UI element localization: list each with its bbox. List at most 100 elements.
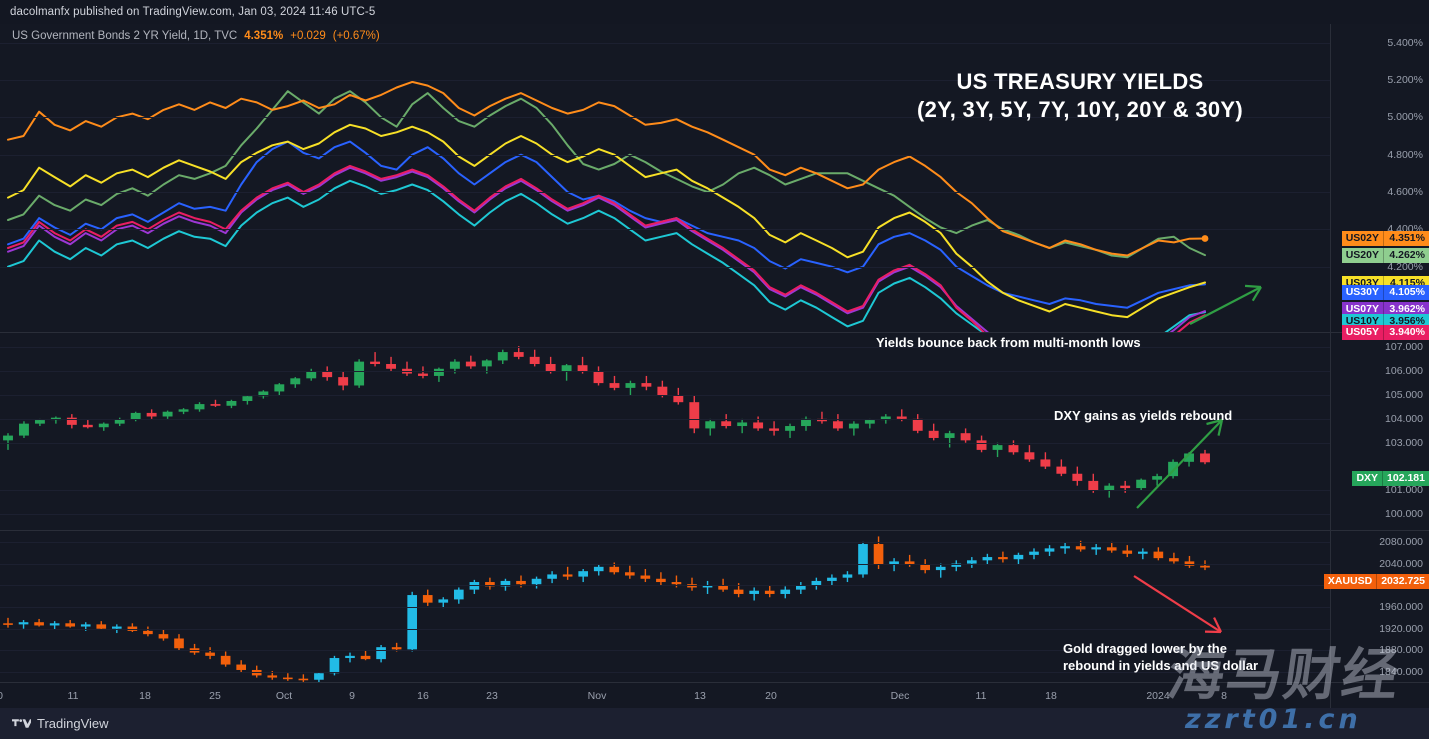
candle-body — [705, 421, 716, 429]
candle-body — [721, 421, 732, 427]
gridline — [0, 155, 1330, 156]
gridline — [0, 490, 1330, 491]
candle-body — [625, 383, 636, 388]
candle-body — [98, 423, 109, 428]
yields-plot-area[interactable] — [0, 24, 1330, 332]
time-axis-tick: 18 — [139, 690, 151, 702]
candle-body — [1060, 546, 1070, 549]
candle-body — [753, 422, 764, 429]
candle-body — [842, 574, 853, 578]
candle-body — [158, 634, 169, 639]
candle-body — [306, 371, 317, 379]
candle-body — [1013, 554, 1024, 560]
time-axis-tick: 25 — [209, 690, 221, 702]
candle-body — [1029, 551, 1039, 555]
candle-body — [780, 589, 791, 594]
price-tag-dxy[interactable]: DXY 102.181 — [1352, 471, 1429, 486]
candle-body — [998, 557, 1008, 560]
candle-body — [497, 352, 508, 361]
time-axis-tick: 11 — [67, 690, 79, 702]
candle-body — [671, 582, 682, 585]
dxy-price-axis[interactable]: 107.000 106.000 105.000 104.000 103.000 101.0… — [1330, 333, 1429, 530]
candle-body — [481, 360, 492, 367]
candle-body — [880, 416, 891, 421]
candle-body — [3, 623, 13, 625]
price-axis-tick: 105.000 — [1385, 389, 1423, 402]
candle-body — [951, 563, 962, 567]
candle-body — [516, 580, 526, 585]
candle-body — [282, 677, 293, 680]
time-axis-tick: 16 — [417, 690, 429, 702]
candle-body — [609, 383, 620, 388]
price-tag-us20y[interactable]: US20Y 4.262% — [1341, 248, 1429, 263]
price-tag-value: 3.962% — [1383, 302, 1429, 317]
price-tag-us02y[interactable]: US02Y 4.351% — [1341, 231, 1429, 246]
candle-body — [1008, 445, 1019, 453]
candle-body — [547, 574, 557, 579]
candle-body — [817, 418, 827, 422]
price-axis-tick: 1960.000 — [1379, 601, 1423, 613]
chart-legend[interactable]: US Government Bonds 2 YR Yield, 1D, TVC … — [12, 30, 380, 42]
candle-body — [1137, 551, 1148, 554]
gridline — [0, 43, 1330, 44]
candle-body — [912, 418, 923, 431]
candle-body — [889, 561, 899, 565]
candle-body — [1169, 558, 1179, 562]
chart-title: US TREASURY YIELDS (2Y, 3Y, 5Y, 7Y, 10Y,… — [880, 68, 1280, 123]
dxy-candlestick-chart — [3, 346, 1210, 498]
time-axis[interactable]: 0 11 18 25 Oct 9 16 23 Nov 13 20 Dec 11 18 2024 8 — [0, 682, 1429, 709]
candle-body — [827, 577, 837, 581]
candle-body — [82, 424, 93, 428]
price-tag-us30y[interactable]: US30Y 4.105% — [1341, 285, 1429, 300]
gridline — [0, 347, 1330, 348]
candle-body — [174, 638, 184, 649]
price-tag-us05y[interactable]: US05Y 3.940% — [1341, 325, 1429, 340]
time-axis-tick: 18 — [1045, 690, 1057, 702]
price-axis-tick: 106.000 — [1385, 365, 1423, 378]
candle-body — [689, 402, 700, 429]
time-axis-tick: Nov — [587, 690, 607, 702]
price-axis-tick: 4.600% — [1387, 186, 1423, 198]
candle-body — [322, 371, 333, 378]
time-axis-tick: 0 — [0, 690, 3, 702]
gridline — [0, 672, 1330, 673]
candle-body — [162, 411, 173, 417]
candle-body — [465, 361, 476, 367]
time-axis-tick: 8 — [1221, 690, 1227, 702]
candle-body — [624, 572, 635, 576]
candle-body — [50, 417, 61, 421]
candle-body — [764, 590, 775, 594]
candle-body — [1168, 461, 1179, 477]
gridline — [0, 585, 1330, 586]
price-tag-value: 4.105% — [1383, 285, 1429, 300]
candle-body — [143, 630, 153, 635]
candle-body — [65, 623, 76, 627]
price-tag-xauusd[interactable]: XAUUSD 2032.725 — [1323, 574, 1429, 589]
candle-body — [80, 624, 91, 627]
gridline — [0, 650, 1330, 651]
pane-dxy[interactable]: 107.000 106.000 105.000 104.000 103.000 101.0… — [0, 332, 1429, 530]
price-tag-value: 3.956% — [1383, 314, 1429, 329]
candle-body — [453, 589, 464, 600]
gold-plot-area[interactable] — [0, 531, 1330, 682]
candle-body — [1200, 453, 1210, 463]
candle-body — [593, 566, 604, 572]
candle-body — [1044, 548, 1055, 552]
candle-body — [545, 364, 556, 372]
annotation-gold: Gold dragged lower by the rebound in yie… — [1063, 641, 1259, 673]
footer-bar: TradingView — [0, 708, 1429, 739]
candle-body — [1120, 485, 1131, 489]
price-tag-us07y[interactable]: US07Y 3.962% — [1341, 302, 1429, 317]
gold-price-axis[interactable]: 2080.0002040.0002000.0001960.0001920.000… — [1330, 531, 1429, 682]
tradingview-brand-label: TradingView — [37, 716, 109, 731]
last-price-dot-us02y — [1201, 235, 1209, 242]
dxy-plot-area[interactable] — [0, 333, 1330, 530]
candle-body — [1056, 466, 1067, 474]
price-tag-value: 4.351% — [1383, 231, 1429, 246]
candle-body — [114, 419, 125, 424]
time-axis-tick: 13 — [694, 690, 706, 702]
candle-body — [298, 678, 309, 681]
price-axis-tick: 107.000 — [1385, 341, 1423, 354]
candle-body — [226, 400, 237, 406]
legend-change-percent: (+0.67%) — [332, 30, 380, 42]
